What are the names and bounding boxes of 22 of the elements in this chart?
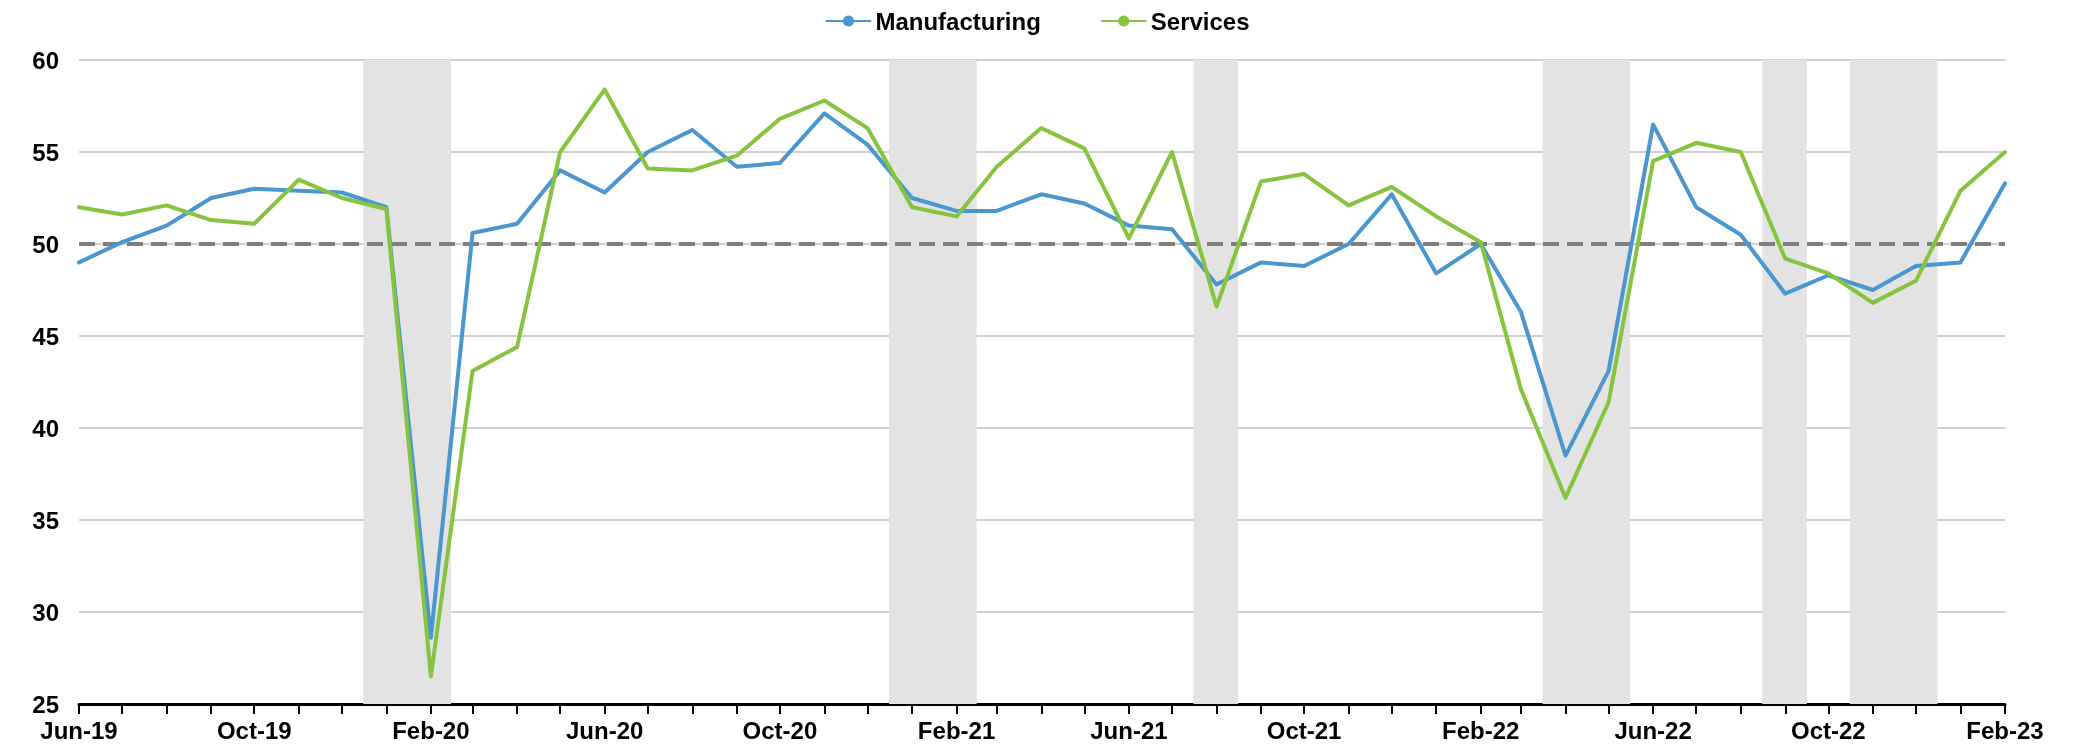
y-tick-label: 55 — [32, 138, 59, 166]
x-tick-label: Jun-21 — [1090, 716, 1168, 744]
x-tick-label: Oct-20 — [742, 716, 818, 744]
x-tick-label: Jun-19 — [40, 716, 118, 744]
y-tick-label: 30 — [32, 598, 59, 626]
y-tick-label: 35 — [32, 506, 59, 534]
y-tick-label: 40 — [32, 414, 59, 442]
x-tick-label: Feb-22 — [1442, 716, 1520, 744]
x-tick-label: Jun-22 — [1614, 716, 1692, 744]
x-tick-label: Feb-23 — [1966, 716, 2044, 744]
y-tick-label: 45 — [32, 322, 59, 350]
legend-label: Services — [1150, 7, 1250, 35]
x-tick-label: Feb-21 — [917, 716, 996, 744]
x-tick-label: Feb-20 — [392, 716, 470, 744]
legend-label: Manufacturing — [875, 7, 1041, 35]
y-tick-label: 50 — [32, 230, 59, 258]
y-tick-label: 25 — [32, 690, 59, 718]
x-tick-label: Oct-22 — [1790, 716, 1866, 744]
x-tick-label: Oct-21 — [1266, 716, 1342, 744]
x-tick-label: Oct-19 — [216, 716, 292, 744]
y-tick-label: 60 — [32, 46, 59, 74]
x-tick-label: Jun-20 — [565, 716, 644, 744]
